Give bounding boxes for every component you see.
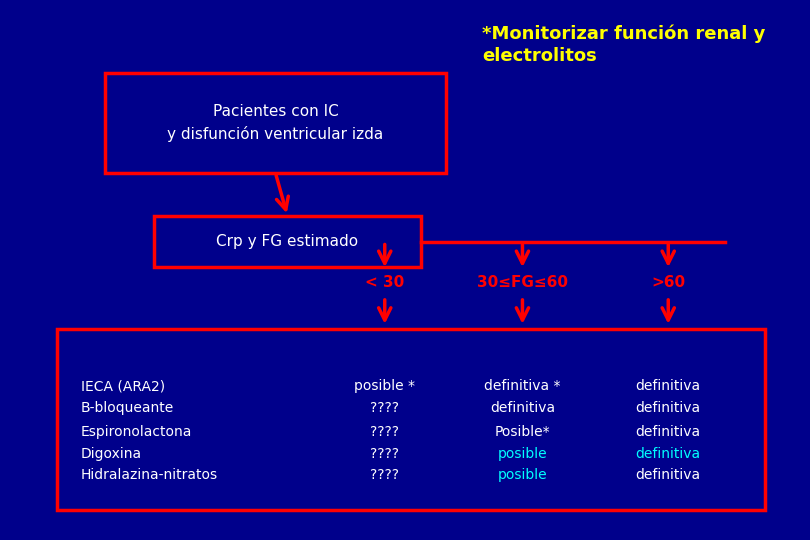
Text: definitiva *: definitiva * [484,379,561,393]
Bar [105,73,446,173]
Text: < 30: < 30 [365,275,404,291]
Text: IECA (ARA2): IECA (ARA2) [81,379,165,393]
Text: Hidralazina-nitratos: Hidralazina-nitratos [81,468,218,482]
Text: ????: ???? [370,401,399,415]
Text: definitiva: definitiva [636,425,701,439]
Text: definitiva: definitiva [636,447,701,461]
Text: definitiva: definitiva [636,401,701,415]
Text: definitiva: definitiva [636,468,701,482]
Bar [57,329,765,510]
Text: Pacientes con IC
y disfunción ventricular izda: Pacientes con IC y disfunción ventricula… [168,104,383,141]
Text: posible *: posible * [354,379,416,393]
Text: definitiva: definitiva [490,401,555,415]
Text: 30≤FG≤60: 30≤FG≤60 [477,275,568,291]
Text: >60: >60 [651,275,685,291]
Text: ????: ???? [370,425,399,439]
Bar [154,216,421,267]
Text: Crp y FG estimado: Crp y FG estimado [216,234,359,249]
Text: *Monitorizar función renal y
electrolitos: *Monitorizar función renal y electrolito… [482,24,765,65]
Text: definitiva: definitiva [636,379,701,393]
Text: posible: posible [497,468,548,482]
Text: B-bloqueante: B-bloqueante [81,401,174,415]
Text: Posible*: Posible* [495,425,550,439]
Text: posible: posible [497,447,548,461]
Text: Digoxina: Digoxina [81,447,142,461]
Text: ????: ???? [370,447,399,461]
Text: ????: ???? [370,468,399,482]
Text: Espironolactona: Espironolactona [81,425,193,439]
